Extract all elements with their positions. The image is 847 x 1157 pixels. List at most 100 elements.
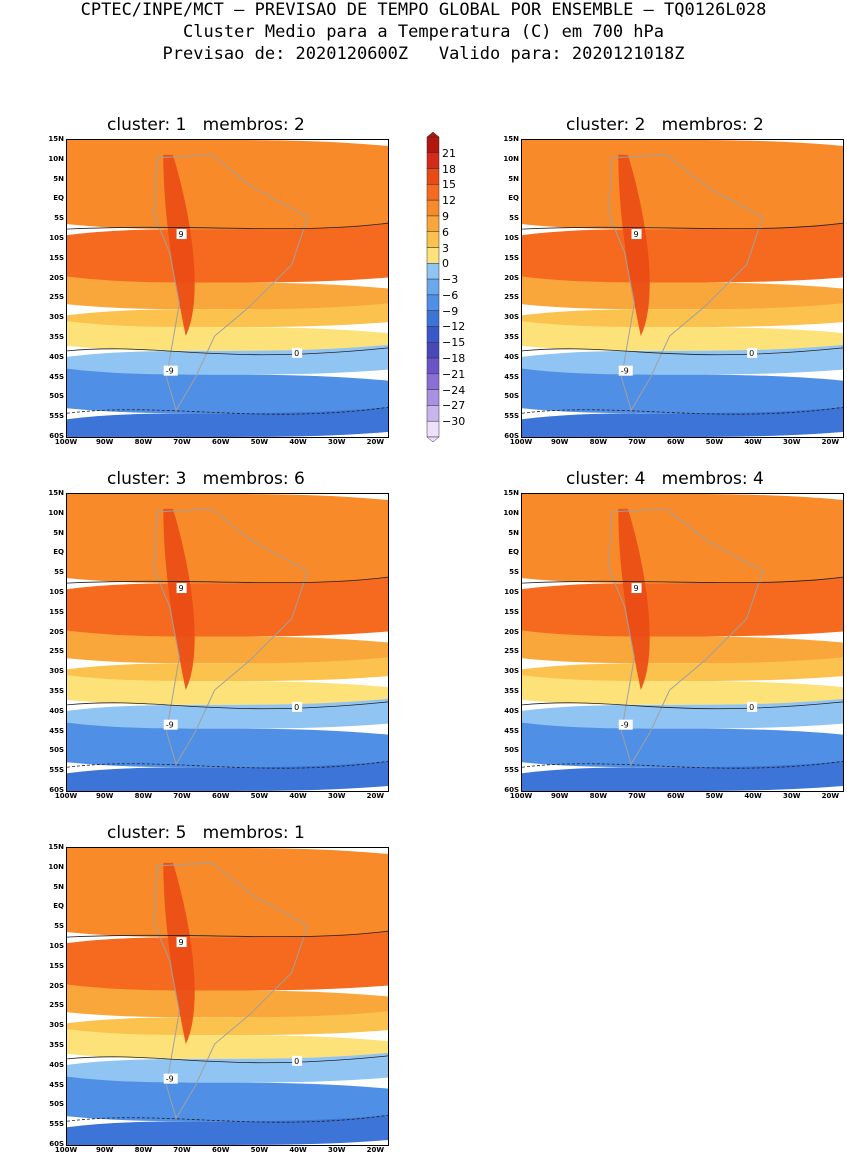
lat-label: 40S bbox=[504, 352, 519, 361]
lat-label: 25S bbox=[504, 293, 519, 302]
svg-text:-9: -9 bbox=[166, 1075, 174, 1084]
lon-label: 40W bbox=[289, 792, 307, 800]
panel-title-1: cluster: 1 membros: 2 bbox=[107, 115, 305, 135]
lat-label: 60S bbox=[504, 432, 519, 440]
lat-label: 50S bbox=[49, 746, 64, 755]
svg-text:-9: -9 bbox=[166, 721, 174, 730]
temperature-band bbox=[67, 494, 388, 589]
temperature-band bbox=[67, 675, 388, 710]
colorbar-swatch bbox=[426, 215, 440, 232]
colorbar-label: 3 bbox=[442, 241, 449, 255]
colorbar-swatch bbox=[426, 136, 440, 154]
temperature-band bbox=[522, 675, 843, 710]
header-line1: CPTEC/INPE/MCT – PREVISAO DE TEMPO GLOBA… bbox=[80, 0, 767, 20]
colorbar-swatch bbox=[426, 405, 440, 422]
lat-label: EQ bbox=[53, 902, 64, 911]
lat-label: 30S bbox=[49, 667, 64, 676]
temperature-band bbox=[67, 630, 388, 669]
lat-label: 15S bbox=[49, 607, 64, 616]
lat-label: 15S bbox=[504, 253, 519, 262]
lon-label: 40W bbox=[289, 438, 307, 446]
lat-label: 20S bbox=[49, 627, 64, 636]
colorbar-swatch bbox=[426, 199, 440, 217]
lon-label: 80W bbox=[589, 792, 608, 800]
colorbar-label: −12 bbox=[442, 320, 466, 334]
colorbar bbox=[426, 132, 440, 442]
lat-label: 5S bbox=[54, 214, 64, 223]
colorbar-label: −9 bbox=[442, 304, 459, 318]
lat-label: 15S bbox=[504, 607, 519, 616]
lon-label: 40W bbox=[744, 438, 762, 446]
contour-label-9: 9 bbox=[631, 583, 642, 594]
lon-label: 20W bbox=[366, 792, 385, 800]
lon-label: 30W bbox=[327, 1146, 346, 1154]
lat-label: 50S bbox=[49, 1100, 64, 1109]
colorbar-swatch bbox=[426, 231, 440, 248]
lat-label: 5S bbox=[509, 214, 519, 223]
svg-text:0: 0 bbox=[294, 1057, 299, 1066]
lon-label: 50W bbox=[250, 792, 269, 800]
temperature-band bbox=[67, 657, 388, 687]
lat-label: 60S bbox=[49, 432, 64, 440]
lat-label: 30S bbox=[504, 313, 519, 322]
colorbar-label: 0 bbox=[442, 257, 449, 271]
lon-label: 30W bbox=[327, 438, 346, 446]
lat-label: EQ bbox=[53, 194, 64, 203]
andes-warm-tongue bbox=[618, 508, 650, 691]
lon-label: 60W bbox=[211, 792, 230, 800]
colorbar-arrow-up bbox=[426, 132, 440, 138]
lat-label: 15S bbox=[49, 961, 64, 970]
lat-label: 30S bbox=[49, 1021, 64, 1030]
colorbar-swatch bbox=[426, 184, 440, 201]
lon-label: 80W bbox=[589, 438, 608, 446]
temperature-band bbox=[522, 276, 843, 315]
lon-label: 70W bbox=[173, 792, 191, 800]
panel-title-5: cluster: 5 membros: 1 bbox=[107, 823, 305, 843]
lat-label: 60S bbox=[504, 786, 519, 794]
temperature-band bbox=[67, 1011, 388, 1041]
lat-label: 55S bbox=[504, 766, 519, 775]
lat-label: 35S bbox=[49, 333, 64, 341]
temperature-map: 9 0 -9 bbox=[67, 140, 388, 437]
colorbar-arrow-down bbox=[426, 436, 440, 442]
temperature-map: 9 0 -9 bbox=[522, 140, 843, 437]
lat-label: 5N bbox=[53, 174, 64, 183]
lat-label: 20S bbox=[504, 627, 519, 636]
lat-label: 10N bbox=[503, 508, 519, 517]
lon-label: 90W bbox=[95, 792, 114, 800]
contour-label-9: 9 bbox=[631, 229, 642, 240]
temperature-band bbox=[522, 577, 843, 642]
lon-label: 70W bbox=[628, 792, 646, 800]
colorbar-label: −18 bbox=[442, 352, 466, 366]
temperature-map: 9 0 -9 bbox=[67, 848, 388, 1145]
svg-text:0: 0 bbox=[294, 703, 299, 712]
panel-title-2: cluster: 2 membros: 2 bbox=[566, 115, 764, 135]
temperature-band bbox=[522, 140, 843, 235]
contour-label-minus9: -9 bbox=[163, 365, 178, 376]
lat-label: 20S bbox=[49, 273, 64, 282]
colorbar-swatch bbox=[426, 247, 440, 264]
south-america-outline bbox=[608, 508, 764, 766]
lon-label: 80W bbox=[134, 438, 153, 446]
header-line2: Cluster Medio para a Temperatura (C) em … bbox=[182, 22, 665, 42]
andes-warm-tongue bbox=[163, 508, 195, 691]
svg-text:9: 9 bbox=[634, 230, 639, 239]
temperature-band bbox=[67, 761, 388, 791]
colorbar-label: 18 bbox=[442, 162, 456, 176]
lat-label: 55S bbox=[49, 412, 64, 421]
lon-label: 20W bbox=[821, 792, 840, 800]
lat-label: 55S bbox=[504, 412, 519, 421]
contour-label-9: 9 bbox=[176, 937, 187, 948]
colorbar-swatch bbox=[426, 168, 440, 185]
lon-label: 20W bbox=[366, 438, 385, 446]
lat-label: 35S bbox=[49, 687, 64, 695]
colorbar-swatch bbox=[426, 152, 440, 169]
temperature-band bbox=[67, 1076, 388, 1127]
temperature-map: 9 0 -9 bbox=[67, 494, 388, 791]
lat-label: 5S bbox=[54, 922, 64, 931]
lat-label: 45S bbox=[49, 726, 64, 735]
colorbar-label: 21 bbox=[442, 146, 456, 160]
temperature-band bbox=[67, 1029, 388, 1064]
lat-label: 25S bbox=[49, 647, 64, 656]
lat-label: 15S bbox=[49, 253, 64, 262]
